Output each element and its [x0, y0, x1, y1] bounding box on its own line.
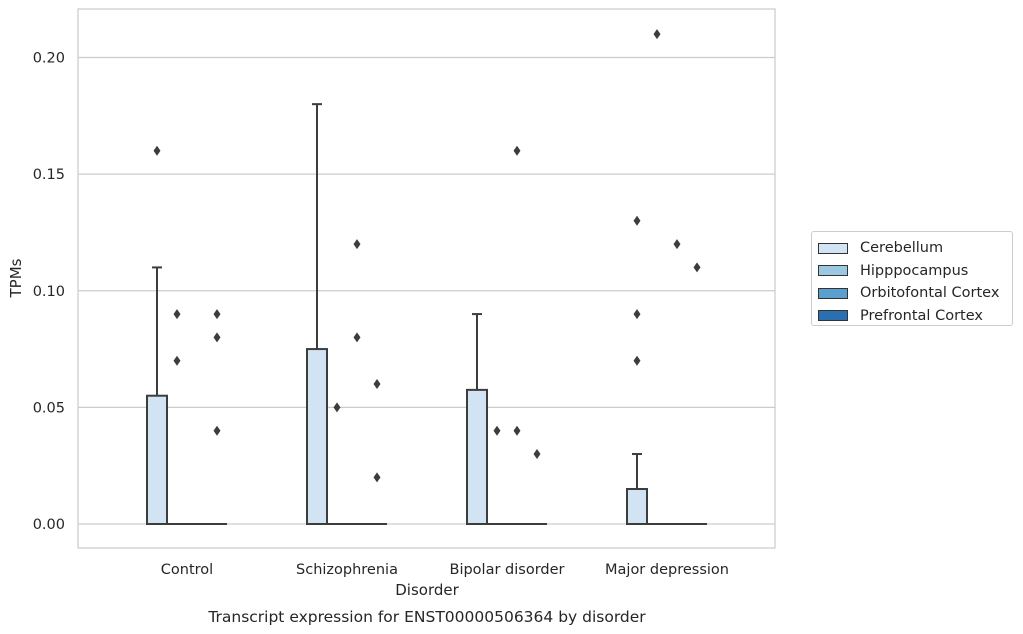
x-axis-label: Disorder [395, 581, 459, 599]
x-tick-label-schizophrenia: Schizophrenia [296, 562, 398, 578]
outlier-point [673, 239, 681, 250]
outlier-point [373, 472, 381, 483]
box-prefrontal-cortex-bipolar-disorder [527, 449, 547, 525]
box-marks [146, 29, 707, 526]
box-body [306, 348, 328, 525]
legend: Cerebellum Hipppocampus Orbitofontal Cor… [811, 231, 1013, 326]
legend-item-hippocampus: Hipppocampus [818, 260, 1012, 283]
legend-label-hippocampus: Hipppocampus [860, 262, 969, 279]
outlier-point [493, 425, 501, 436]
legend-swatch-cerebellum [818, 242, 848, 254]
box-body [466, 388, 488, 525]
legend-item-prefrontal-cortex: Prefrontal Cortex [818, 305, 1012, 328]
box-orbitofontal-cortex-schizophrenia [347, 239, 367, 525]
outlier-point [633, 309, 641, 320]
y-gridlines [78, 56, 775, 525]
x-tick-label-control: Control [161, 562, 213, 578]
box-cerebellum-major-depression [626, 215, 648, 526]
outlier-point [513, 425, 521, 436]
box-prefrontal-cortex-major-depression [687, 262, 707, 525]
y-axis-label: TPMs [7, 258, 25, 298]
outlier-point [533, 449, 541, 460]
outlier-point [693, 262, 701, 273]
y-tick-label-0-00: 0.00 [33, 517, 65, 533]
box-body [626, 488, 648, 526]
legend-swatch-orbitofrontal-cortex [818, 287, 848, 299]
outlier-point [153, 145, 161, 156]
box-hipppocampus-schizophrenia [327, 402, 347, 525]
box-cerebellum-bipolar-disorder [466, 313, 488, 525]
box-hipppocampus-bipolar-disorder [487, 425, 507, 525]
legend-item-cerebellum: Cerebellum [818, 237, 1012, 260]
y-tick-label-0-15: 0.15 [33, 167, 65, 183]
outlier-point [213, 332, 221, 343]
legend-item-orbitofrontal-cortex: Orbitofontal Cortex [818, 282, 1012, 305]
y-tick-label-0-05: 0.05 [33, 400, 65, 416]
y-tick-label-0-10: 0.10 [33, 284, 65, 300]
legend-label-cerebellum: Cerebellum [860, 240, 944, 257]
outlier-point [373, 379, 381, 390]
legend-swatch-prefrontal-cortex [818, 310, 848, 322]
outlier-point [173, 355, 181, 366]
x-tick-label-bipolar-disorder: Bipolar disorder [450, 562, 565, 578]
outlier-point [173, 309, 181, 320]
box-hipppocampus-major-depression [647, 29, 667, 525]
outlier-point [633, 355, 641, 366]
legend-swatch-hippocampus [818, 265, 848, 277]
box-cerebellum-control [146, 145, 168, 525]
box-cerebellum-schizophrenia [306, 103, 328, 525]
outlier-point [213, 425, 221, 436]
box-prefrontal-cortex-schizophrenia [367, 379, 387, 525]
outlier-point [513, 145, 521, 156]
outlier-point [353, 332, 361, 343]
box-body [146, 394, 168, 525]
x-tick-label-major-depression: Major depression [605, 562, 729, 578]
plot-area-frame [77, 8, 776, 549]
outlier-point [653, 29, 661, 40]
x-tick-labels: Control Schizophrenia Bipolar disorder Majo… [161, 562, 729, 578]
box-prefrontal-cortex-control [207, 309, 227, 525]
legend-label-orbitofrontal-cortex: Orbitofontal Cortex [860, 285, 1000, 302]
box-orbitofontal-cortex-major-depression [667, 239, 687, 525]
box-orbitofontal-cortex-bipolar-disorder [507, 145, 527, 525]
outlier-point [633, 215, 641, 226]
outlier-point [353, 239, 361, 250]
chart-caption: Transcript expression for ENST0000050636… [207, 608, 646, 626]
y-tick-label-0-20: 0.20 [33, 51, 65, 67]
legend-label-prefrontal-cortex: Prefrontal Cortex [860, 307, 983, 324]
box-hipppocampus-control [167, 309, 187, 525]
y-tick-labels: 0.00 0.05 0.10 0.15 0.20 [33, 51, 65, 534]
outlier-point [333, 402, 341, 413]
outlier-point [213, 309, 221, 320]
